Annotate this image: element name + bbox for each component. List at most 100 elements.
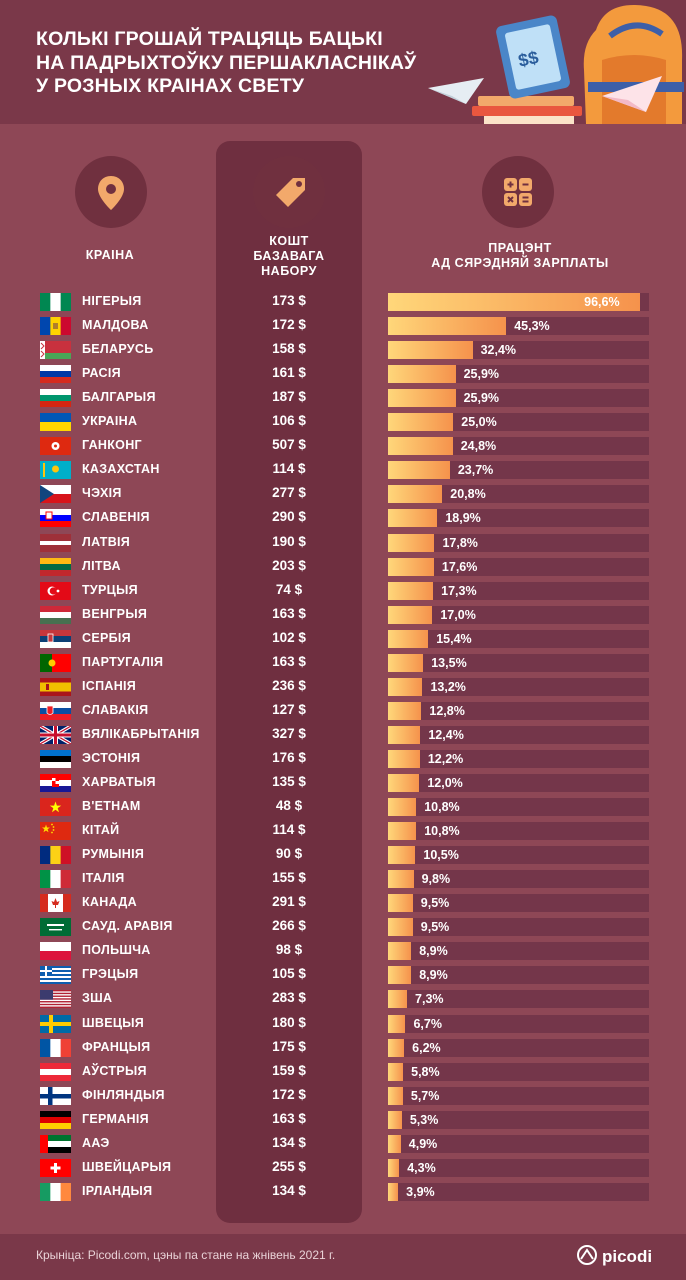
bar-track <box>388 990 649 1009</box>
bar-value-label: 24,8% <box>460 439 497 454</box>
chart-row: СЕРБІЯ 102 $ 15,4% <box>0 627 686 651</box>
bar-value-label: 17,8% <box>442 535 478 550</box>
bar <box>388 1158 400 1177</box>
bar <box>388 341 473 360</box>
country-flag-icon <box>40 870 71 889</box>
country-flag-icon <box>40 605 71 624</box>
bar <box>388 822 417 841</box>
bar-track <box>388 966 649 985</box>
country-flag-icon <box>40 629 71 648</box>
chart-row: ПОЛЬШЧА 98 $ 8,9% <box>0 939 686 963</box>
kit-cost: 48 $ <box>275 798 303 814</box>
kit-cost: 134 $ <box>272 1182 306 1198</box>
bar-value-label: 5,7% <box>410 1088 440 1103</box>
bar <box>388 942 412 961</box>
bar <box>388 725 421 744</box>
percent-column-header: ПРАЦЭНТ АД СЯРЭДНЯЙ ЗАРПЛАТЫ <box>431 241 609 270</box>
bar <box>388 701 422 720</box>
cost-column-header: КОШТ БАЗАВАГА НАБОРУ <box>253 234 325 278</box>
chart-row: БЕЛАРУСЬ 158 $ 32,4% <box>0 338 686 362</box>
chart-row: ГРЭЦЫЯ 105 $ 8,9% <box>0 963 686 987</box>
bar-track <box>388 509 649 528</box>
country-name: ААЭ <box>82 1135 110 1150</box>
chart-row: КАЗАХСТАН 114 $ 23,7% <box>0 458 686 482</box>
kit-cost: 291 $ <box>272 894 306 910</box>
bar-value-label: 25,0% <box>461 415 497 430</box>
bar-value-label: 4,9% <box>408 1136 438 1151</box>
bar-value-label: 96,6% <box>584 295 620 309</box>
bar <box>388 317 507 336</box>
chart-row: АЎСТРЫЯ 159 $ 5,8% <box>0 1060 686 1084</box>
kit-cost: 187 $ <box>272 389 306 405</box>
chart-row: ВЯЛІКАБРЫТАНІЯ 327 $ 12,4% <box>0 723 686 747</box>
bar <box>388 1182 399 1201</box>
chart-row: ЗША 283 $ 7,3% <box>0 987 686 1011</box>
chart-row: НІГЕРЫЯ 173 $ 96,6% <box>0 290 686 314</box>
chart-row: ФІНЛЯНДЫЯ 172 $ 5,7% <box>0 1084 686 1108</box>
bar-value-label: 5,3% <box>409 1112 439 1127</box>
kit-cost: 172 $ <box>272 317 306 333</box>
country-column-header: КРАІНА <box>85 248 135 262</box>
chart-row: ГАНКОНГ 507 $ 24,8% <box>0 434 686 458</box>
bar-track <box>388 1086 649 1105</box>
bar <box>388 798 417 817</box>
chart-row: САУД. АРАВІЯ 266 $ 9,5% <box>0 915 686 939</box>
country-flag-icon <box>40 557 71 576</box>
country-flag-icon <box>40 317 71 336</box>
bar <box>388 1110 402 1129</box>
bar-value-label: 17,3% <box>441 583 477 598</box>
bar <box>388 677 423 696</box>
bar-value-label: 6,2% <box>412 1040 441 1055</box>
bar <box>388 629 429 648</box>
kit-cost: 180 $ <box>272 1014 306 1030</box>
country-name: ВЕНГРЫЯ <box>82 606 148 621</box>
bar-track <box>388 317 649 336</box>
bar-track <box>388 605 649 624</box>
bar-track <box>388 1062 649 1081</box>
country-flag-icon <box>40 990 71 1009</box>
country-flag-icon <box>40 653 71 672</box>
bar <box>388 293 641 311</box>
country-name: КАЗАХСТАН <box>82 462 160 477</box>
kit-cost: 98 $ <box>275 942 303 958</box>
chart-row: КІТАЙ 114 $ 10,8% <box>0 819 686 843</box>
bar-value-label: 12,2% <box>427 751 464 766</box>
bar-track <box>388 557 649 576</box>
bar-value-label: 6,7% <box>413 1016 442 1031</box>
country-flag-icon <box>40 1086 71 1105</box>
chart-row: СЛАВАКІЯ 127 $ 12,8% <box>0 699 686 723</box>
kit-cost: 507 $ <box>272 437 306 453</box>
country-flag-icon <box>40 701 71 720</box>
bar-track <box>388 701 649 720</box>
country-name: ЭСТОНІЯ <box>82 750 141 765</box>
kit-cost: 158 $ <box>272 341 306 357</box>
chart-row: СЛАВЕНІЯ 290 $ 18,9% <box>0 506 686 530</box>
chart-row: ВЕНГРЫЯ 163 $ 17,0% <box>0 603 686 627</box>
country-flag-icon <box>40 774 71 792</box>
kit-cost: 173 $ <box>272 293 306 308</box>
bar-track <box>388 533 649 552</box>
country-flag-icon <box>40 749 71 768</box>
kit-cost: 163 $ <box>272 1110 306 1126</box>
bar <box>388 413 454 432</box>
bar <box>388 389 456 408</box>
bar <box>388 1134 401 1153</box>
chart-row: ЛІТВА 203 $ 17,6% <box>0 555 686 579</box>
country-flag-icon <box>40 798 71 817</box>
chart-row: БАЛГАРЫЯ 187 $ 25,9% <box>0 386 686 410</box>
country-flag-icon <box>40 581 71 600</box>
chart-row: ААЭ 134 $ 4,9% <box>0 1132 686 1156</box>
bar-track <box>388 413 649 432</box>
kit-cost: 159 $ <box>272 1062 306 1078</box>
bar-value-label: 23,7% <box>457 463 494 478</box>
header-banner: КОЛЬКІ ГРОШАЙ ТРАЦЯЦЬ БАЦЬКІ НА ПАДРЫХТО… <box>0 0 686 124</box>
bar-value-label: 5,8% <box>411 1064 440 1079</box>
bar-track <box>388 749 649 768</box>
bar <box>388 485 443 504</box>
country-flag-icon <box>40 1014 71 1033</box>
kit-cost: 176 $ <box>272 749 306 765</box>
country-flag-icon <box>40 1110 71 1129</box>
country-name: БЕЛАРУСЬ <box>82 342 154 357</box>
bar-track <box>388 461 649 480</box>
country-flag-icon <box>40 725 71 744</box>
